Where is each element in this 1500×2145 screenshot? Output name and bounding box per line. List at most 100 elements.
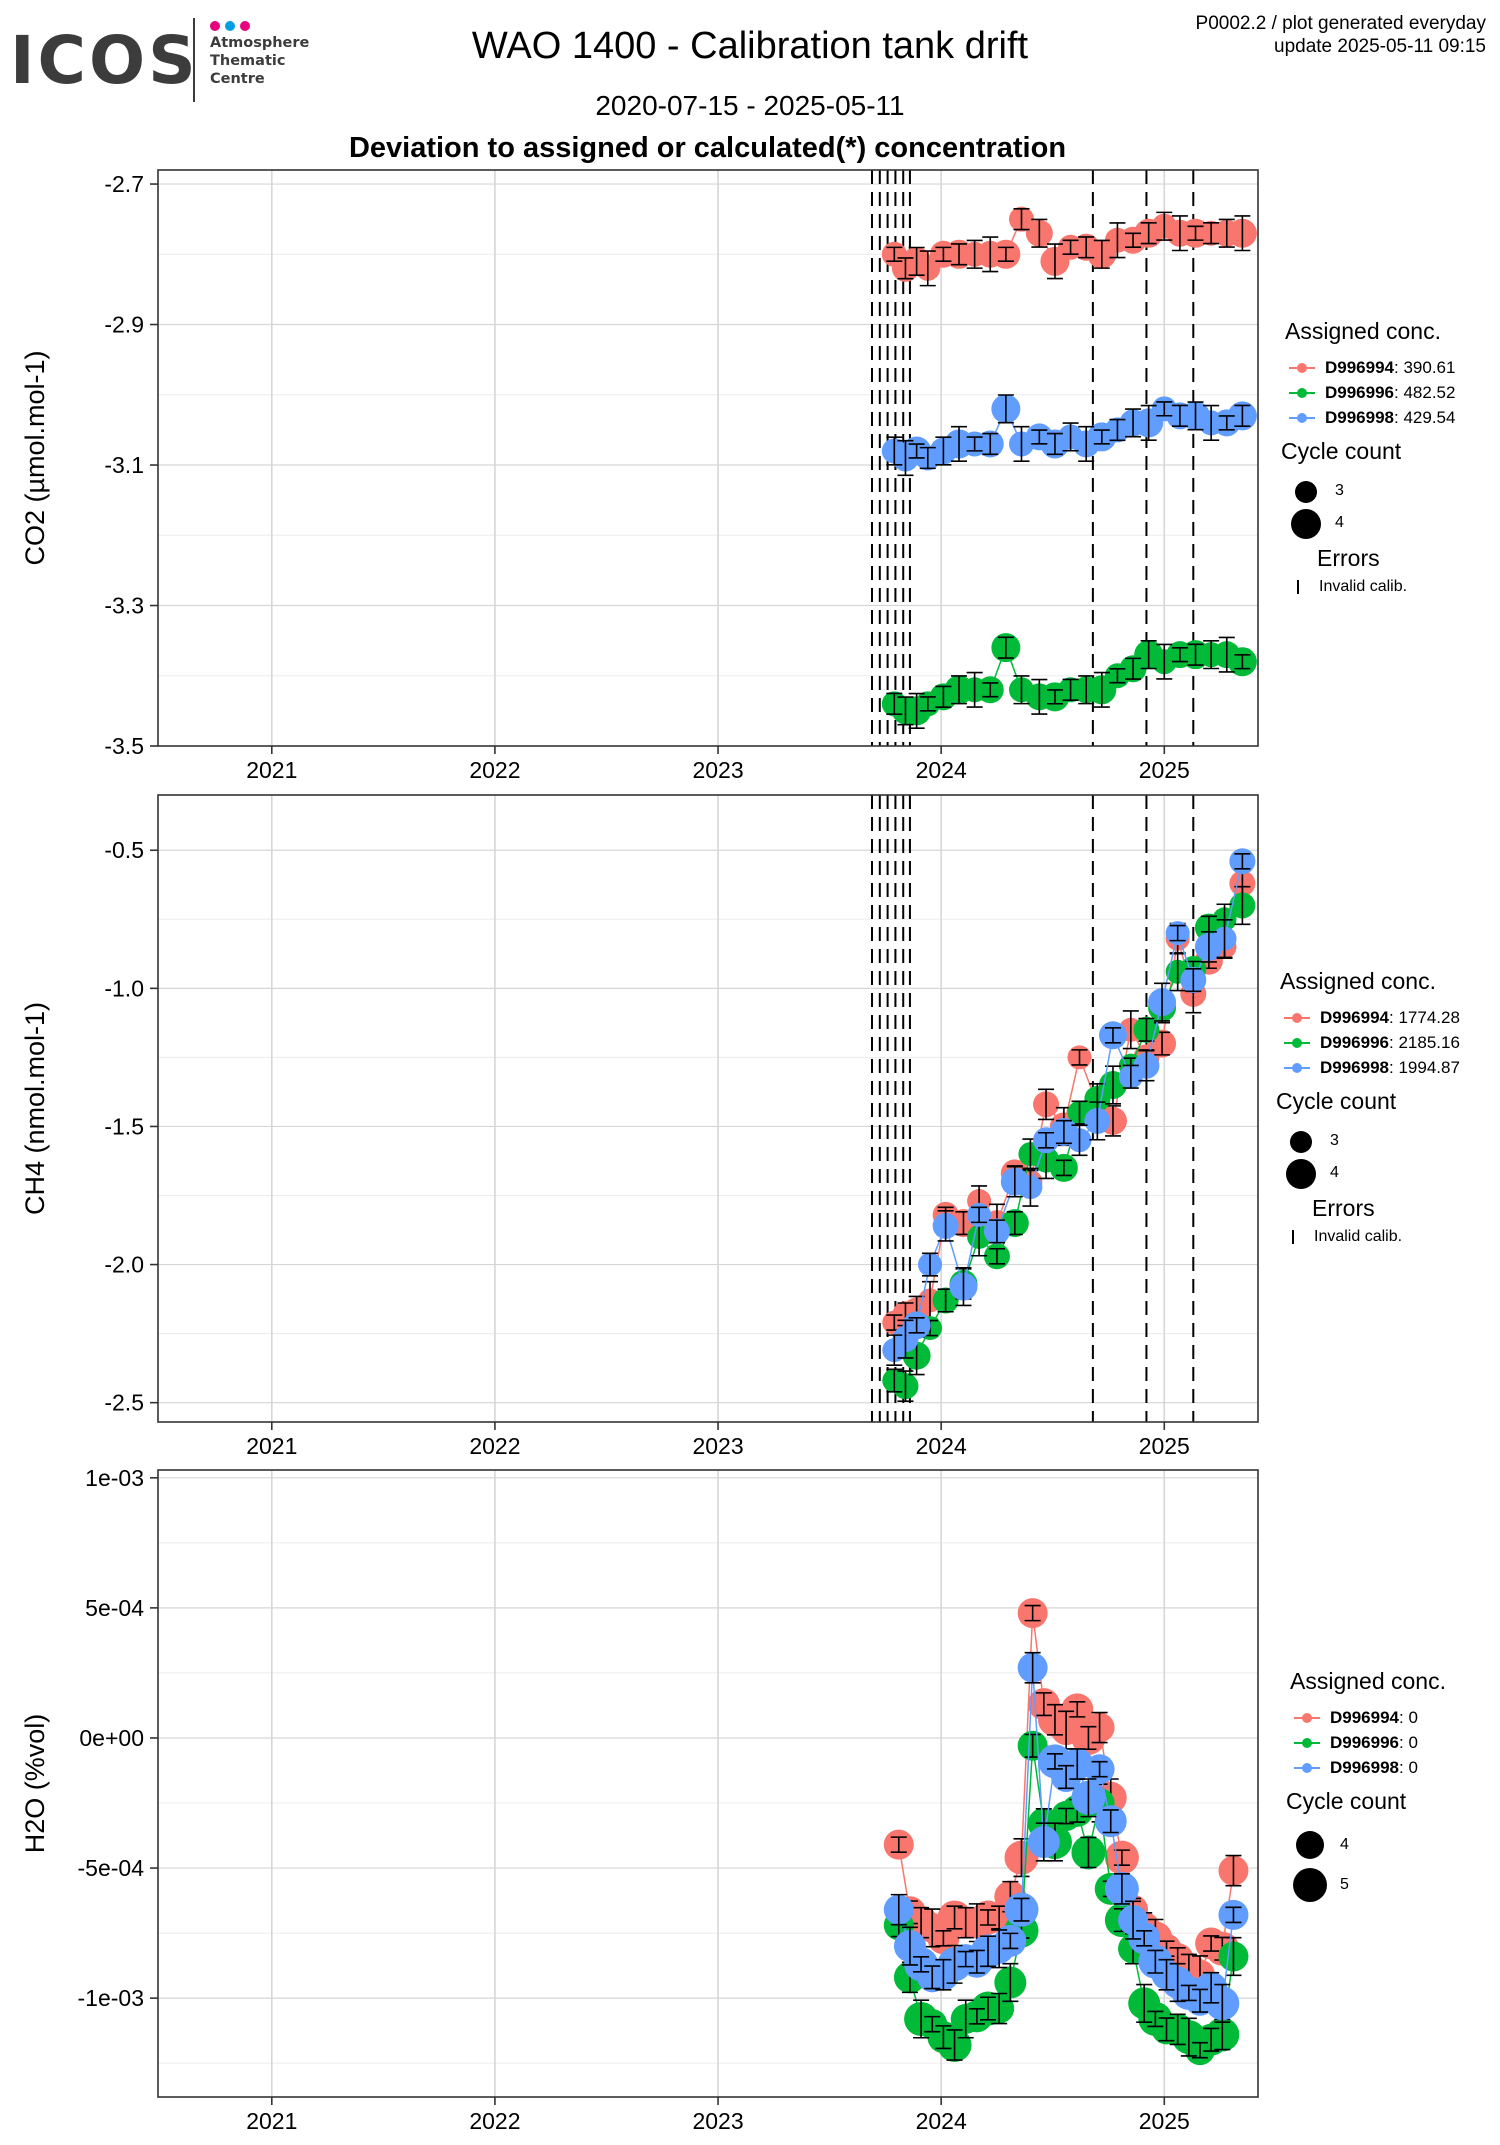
y-tick-label: -2.9 bbox=[104, 312, 144, 338]
logo-dots-icon bbox=[210, 18, 255, 32]
legend-errors-title: Errors bbox=[1317, 545, 1380, 571]
plot-title: WAO 1400 - Calibration tank drift bbox=[471, 25, 1029, 67]
legend-series-name: D996996 bbox=[1330, 1733, 1400, 1752]
y-tick-label: -5e-04 bbox=[78, 1855, 145, 1881]
x-tick-label: 2022 bbox=[469, 2108, 520, 2134]
legend-dot bbox=[1292, 1063, 1302, 1073]
logo-divider bbox=[193, 18, 195, 102]
legend-series-name: D996994 bbox=[1330, 1708, 1400, 1727]
logo-sub-line: Thematic bbox=[210, 53, 286, 69]
legend-dot bbox=[1292, 1038, 1302, 1048]
legend-co2: Assigned conc. D996994: 390.61 D996996: … bbox=[1281, 318, 1455, 602]
legend-dot bbox=[1297, 388, 1307, 398]
y-tick-label: 0e+00 bbox=[79, 1725, 144, 1751]
y-tick-label: -2.7 bbox=[104, 171, 144, 197]
legend-title: Assigned conc. bbox=[1290, 1668, 1446, 1694]
legend-swatch bbox=[1289, 413, 1315, 423]
panel-border bbox=[157, 169, 1259, 747]
legend-size-title: Cycle count bbox=[1281, 438, 1402, 464]
legend-entry: D996994: 0 bbox=[1290, 1705, 1446, 1730]
x-tick-label: 2022 bbox=[469, 757, 520, 783]
legend-swatch bbox=[1284, 1038, 1310, 1048]
x-tick-label: 2023 bbox=[692, 1433, 743, 1459]
legend-ch4: Assigned conc. D996994: 1774.28 D996996:… bbox=[1276, 968, 1460, 1252]
legend-errors-title: Errors bbox=[1312, 1195, 1375, 1221]
x-tick-label: 2025 bbox=[1139, 1433, 1190, 1459]
chart-panel-2: 1e-03 5e-04 0e+00 -5e-04 -1e-03 2021 2022 2023 2… bbox=[20, 1465, 1259, 2134]
legend-swatch bbox=[1289, 388, 1315, 398]
y-axis-label: H2O (%vol) bbox=[20, 1714, 50, 1854]
chart-panel-0: -2.7 -2.9 -3.1 -3.3 -3.5 2021 2022 2023 2024 2025… bbox=[20, 169, 1259, 783]
legend-series-name: D996998 bbox=[1325, 408, 1395, 427]
x-tick-label: 2023 bbox=[692, 2108, 743, 2134]
y-tick-label: -1e-03 bbox=[78, 1985, 144, 2011]
legend-swatch bbox=[1294, 1763, 1320, 1773]
x-tick-label: 2025 bbox=[1139, 2108, 1190, 2134]
panel-border bbox=[157, 794, 1259, 1423]
legend-series-value: : 1994.87 bbox=[1389, 1058, 1460, 1077]
x-tick-label: 2022 bbox=[469, 1433, 520, 1459]
legend-h2o: Assigned conc. D996994: 0 D996996: 0 D99… bbox=[1286, 1668, 1446, 1905]
x-tick-label: 2025 bbox=[1139, 757, 1190, 783]
date-range: 2020-07-15 - 2025-05-11 bbox=[595, 90, 905, 121]
series-line-D996994 bbox=[893, 883, 1244, 1324]
legend-size-entry: 4 bbox=[1285, 507, 1455, 539]
legend-series-name: D996996 bbox=[1320, 1033, 1390, 1052]
size-label: 4 bbox=[1340, 1836, 1349, 1853]
legend-dot bbox=[1292, 1013, 1302, 1023]
x-tick-label: 2021 bbox=[246, 757, 297, 783]
legend-swatch bbox=[1284, 1063, 1310, 1073]
size-label: 4 bbox=[1335, 514, 1344, 531]
legend-size-entry: 4 bbox=[1280, 1157, 1460, 1189]
errorbar-icon bbox=[1297, 580, 1299, 594]
y-tick-label: -2.5 bbox=[104, 1390, 144, 1416]
y-tick-label: 1e-03 bbox=[85, 1465, 144, 1491]
x-tick-label: 2024 bbox=[916, 2108, 967, 2134]
legend-entry: D996998: 1994.87 bbox=[1280, 1055, 1460, 1080]
legend-entry: D996996: 0 bbox=[1290, 1730, 1446, 1755]
icos-logo: ICOS Atmosphere Thematic Centre bbox=[10, 18, 330, 108]
y-tick-label: -3.3 bbox=[104, 593, 144, 619]
y-axis-label: CH4 (nmol.mol-1) bbox=[20, 1002, 50, 1215]
x-tick-label: 2023 bbox=[692, 757, 743, 783]
size-label: 3 bbox=[1335, 482, 1344, 499]
y-tick-label: -2.0 bbox=[104, 1252, 144, 1278]
legend-entry: D996996: 2185.16 bbox=[1280, 1030, 1460, 1055]
logo-subtitle: Atmosphere Thematic Centre bbox=[210, 34, 309, 88]
errors-label: Invalid calib. bbox=[1314, 1228, 1403, 1245]
legend-dot bbox=[1302, 1763, 1312, 1773]
panel-border bbox=[157, 1469, 1259, 2098]
meta-line: update 2025-05-11 09:15 bbox=[1274, 36, 1486, 57]
legend-size-entry: 4 bbox=[1290, 1825, 1446, 1865]
y-tick-label: 5e-04 bbox=[85, 1595, 144, 1621]
legend-series-name: D996994 bbox=[1320, 1008, 1390, 1027]
legend-size-title: Cycle count bbox=[1276, 1088, 1397, 1114]
legend-dot bbox=[1302, 1713, 1312, 1723]
legend-series-value: : 0 bbox=[1399, 1758, 1418, 1777]
legend-errors-entry: Invalid calib. bbox=[1285, 572, 1455, 602]
legend-size-entry: 3 bbox=[1285, 475, 1455, 507]
x-tick-label: 2024 bbox=[916, 1433, 967, 1459]
legend-series-value: : 0 bbox=[1399, 1708, 1418, 1727]
size-dot bbox=[1290, 1131, 1312, 1153]
legend-size-entry: 3 bbox=[1280, 1125, 1460, 1157]
y-tick-label: -1.0 bbox=[104, 975, 144, 1001]
meta-line: P0002.2 / plot generated everyday bbox=[1195, 13, 1486, 34]
legend-series-name: D996998 bbox=[1330, 1758, 1400, 1777]
logo-dot bbox=[225, 21, 235, 31]
x-tick-label: 2024 bbox=[916, 757, 967, 783]
logo-wordmark: ICOS bbox=[10, 22, 199, 99]
y-tick-label: -3.5 bbox=[104, 733, 144, 759]
legend-entry: D996994: 390.61 bbox=[1285, 355, 1455, 380]
legend-series-value: : 0 bbox=[1399, 1733, 1418, 1752]
size-label: 3 bbox=[1330, 1132, 1339, 1149]
legend-entry: D996998: 429.54 bbox=[1285, 405, 1455, 430]
legend-swatch bbox=[1284, 1013, 1310, 1023]
legend-series-name: D996994 bbox=[1325, 358, 1395, 377]
size-label: 4 bbox=[1330, 1164, 1339, 1181]
legend-title: Assigned conc. bbox=[1280, 968, 1436, 994]
legend-swatch bbox=[1289, 363, 1315, 373]
legend-size-title: Cycle count bbox=[1286, 1788, 1407, 1814]
size-label: 5 bbox=[1340, 1876, 1349, 1893]
